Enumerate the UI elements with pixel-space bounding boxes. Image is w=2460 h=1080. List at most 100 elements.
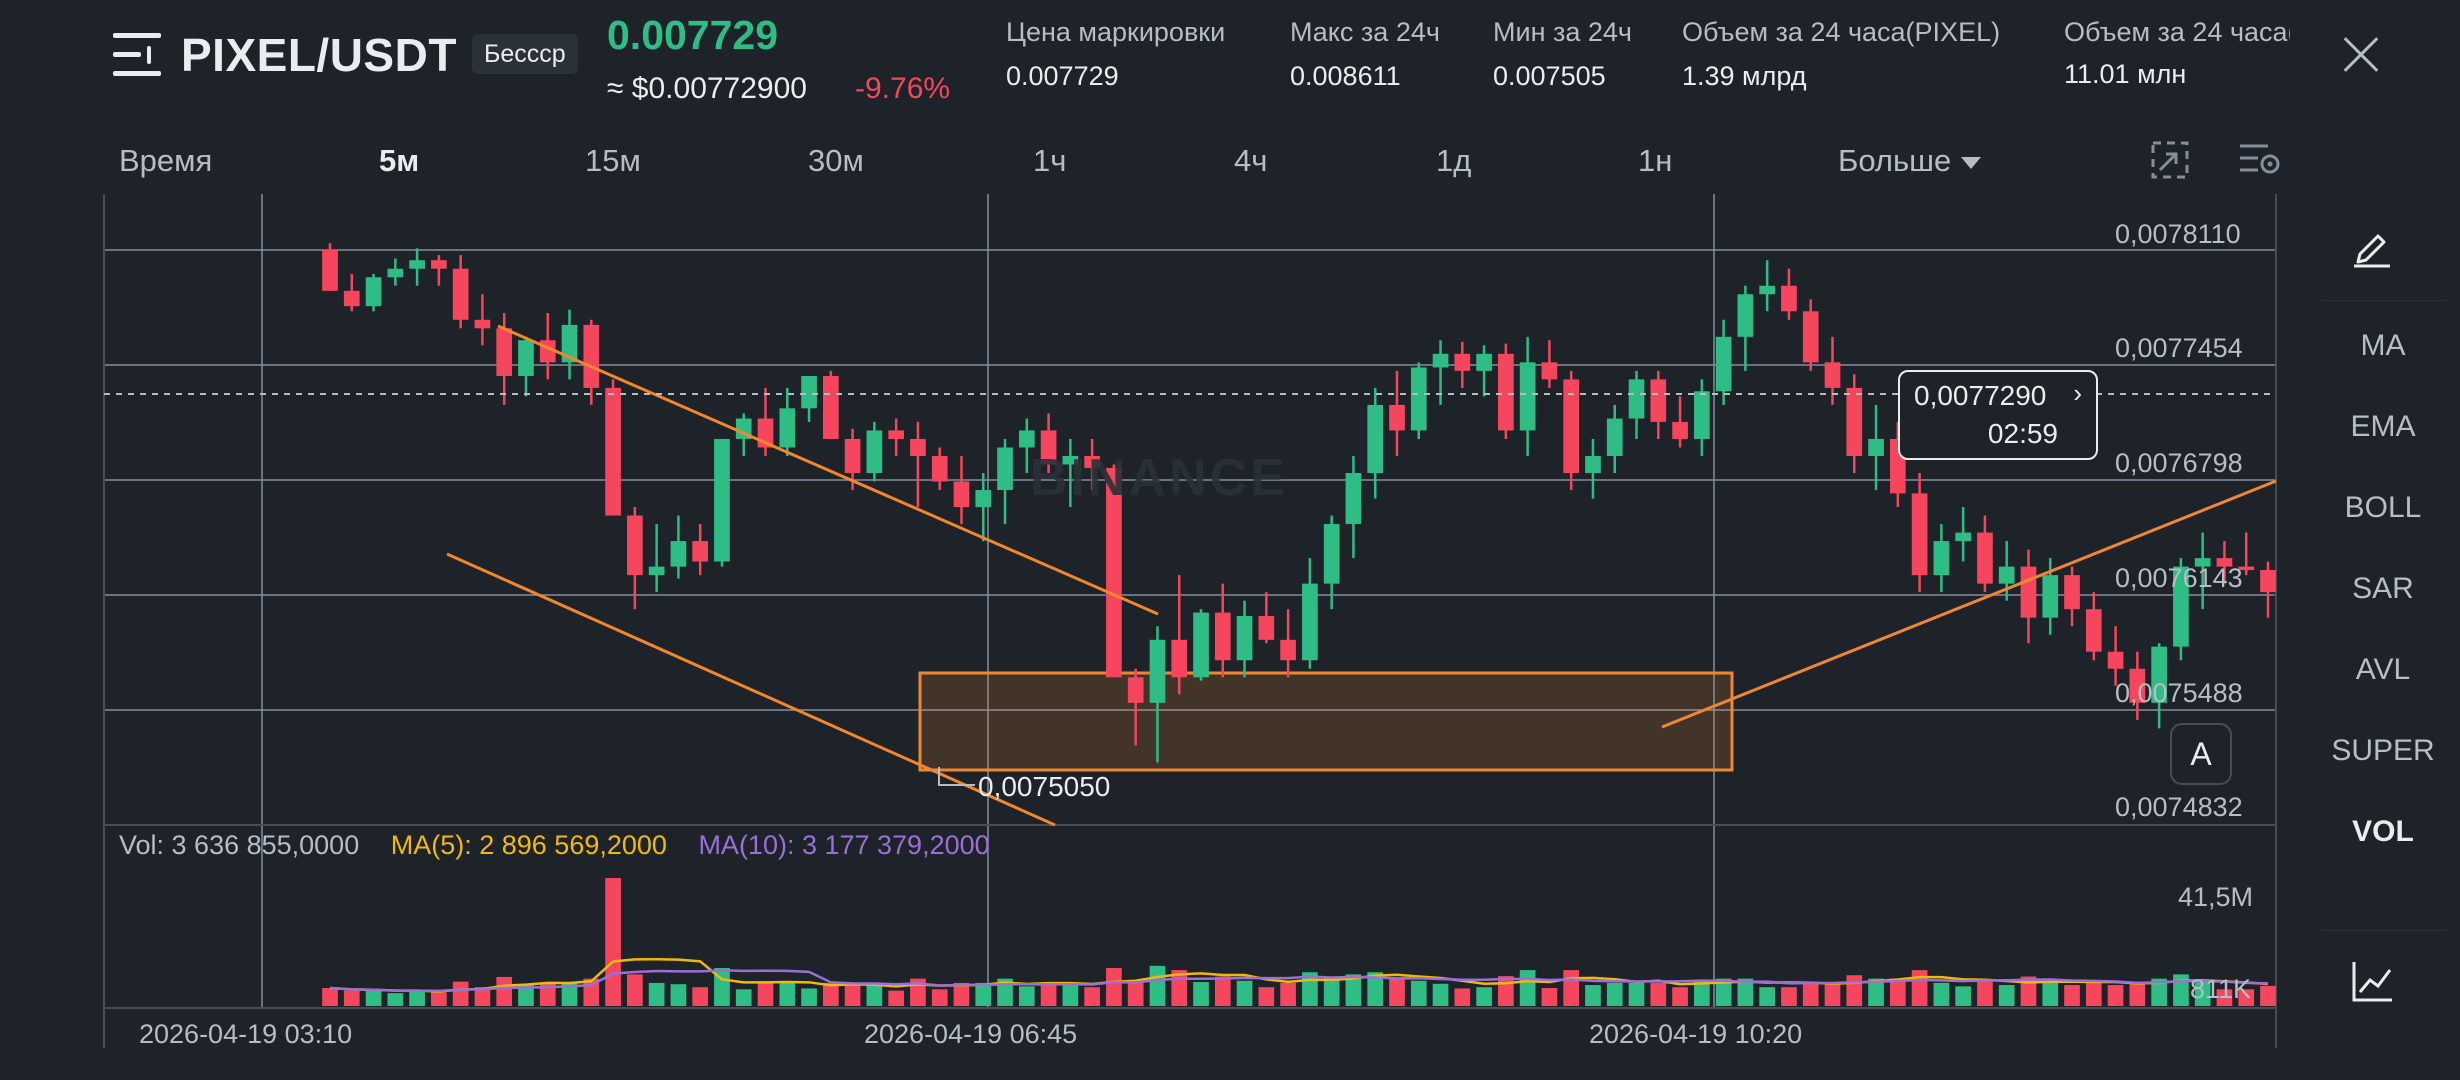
volume-bar <box>1802 982 1819 1006</box>
menu-icon[interactable] <box>113 33 161 77</box>
candle-body <box>1084 455 1100 468</box>
fullscreen-icon[interactable] <box>2150 140 2192 180</box>
candle-countdown: 02:59 <box>1987 418 2058 449</box>
candle-body <box>1106 467 1122 678</box>
candle-body <box>844 438 861 473</box>
candle-body <box>1933 541 1950 576</box>
candle-body <box>605 387 621 516</box>
trading-pair[interactable]: PIXEL/USDT <box>181 29 457 81</box>
chevron-right-icon: › <box>2073 378 2082 408</box>
volume-bar <box>670 984 687 1006</box>
stat-label-mark: Цена маркировки <box>1006 17 1226 47</box>
candle-body <box>322 250 338 291</box>
timeframe-30m[interactable]: 30м <box>808 143 864 178</box>
volume-bar <box>1519 970 1536 1006</box>
volume-bar <box>496 976 513 1006</box>
volume-bar <box>2173 974 2189 1006</box>
line-chart-icon[interactable] <box>2350 960 2394 1004</box>
volume-bar <box>474 987 491 1006</box>
volume-bar <box>2042 980 2059 1006</box>
volume-bar <box>1127 980 1144 1006</box>
candle-body <box>1345 472 1362 525</box>
indicator-ma[interactable]: MA <box>2360 329 2406 362</box>
volume-y-tick: 811K <box>2190 974 2252 1004</box>
candle-body <box>1998 566 2015 584</box>
candle-body <box>1498 353 1514 431</box>
volume-bar <box>1889 978 1906 1006</box>
timeframe-more[interactable]: Больше <box>1838 143 1982 179</box>
chart-settings-icon[interactable] <box>2238 140 2282 180</box>
candle-body <box>1911 493 1928 576</box>
volume-bar <box>692 987 709 1006</box>
timeframe-1d[interactable]: 1д <box>1436 143 1472 178</box>
auto-scale-button[interactable]: A <box>2170 723 2232 785</box>
candle-body <box>1302 583 1318 661</box>
candle-body <box>496 328 513 376</box>
volume-bar <box>1280 982 1296 1006</box>
candle-body <box>1171 639 1188 678</box>
draw-pen-icon[interactable] <box>2352 226 2392 268</box>
candle-body <box>997 447 1013 491</box>
current-price-tag[interactable]: 0,0077290 › 02:59 <box>1898 370 2098 460</box>
volume-bar <box>2260 985 2276 1006</box>
volume-bar <box>1018 986 1035 1006</box>
timeframe-15m[interactable]: 15м <box>585 143 641 178</box>
candle-body <box>2064 575 2080 610</box>
volume-bar <box>1781 987 1797 1006</box>
candle-body <box>801 375 817 409</box>
volume-bar <box>1737 978 1754 1006</box>
stat-vol-quote-clip: Объем за 24 часа(USDT) 11.01 млн <box>2064 17 2290 97</box>
candle-body <box>1018 430 1035 448</box>
volume-bar <box>1476 987 1492 1006</box>
candle-body <box>822 375 839 439</box>
volume-ma10: MA(10): 3 177 379,2000 <box>698 830 990 860</box>
volume-bar <box>2216 989 2233 1006</box>
volume-bar <box>1824 982 1841 1006</box>
low-price-marker <box>938 767 975 786</box>
trendline-rising <box>1661 479 2277 729</box>
last-price: 0.007729 <box>607 12 779 58</box>
volume-bar <box>409 990 425 1006</box>
candle-body <box>1715 336 1732 392</box>
candle-body <box>2216 558 2233 567</box>
candle-body <box>1802 311 1819 363</box>
candle-body <box>670 541 687 567</box>
volume-bar <box>975 982 992 1006</box>
volume-bar <box>431 992 447 1006</box>
candle-body <box>866 430 883 473</box>
volume-bar <box>801 988 817 1006</box>
candle-body <box>953 481 970 508</box>
timeframe-1h[interactable]: 1ч <box>1033 143 1067 178</box>
candle-body <box>343 290 360 307</box>
timeframe-5m[interactable]: 5м <box>379 143 420 178</box>
indicator-super[interactable]: SUPER <box>2331 734 2435 767</box>
indicator-boll[interactable]: BOLL <box>2344 491 2422 524</box>
volume-bar <box>561 982 578 1006</box>
binance-watermark: BINANCE <box>1030 449 1288 507</box>
volume-bar <box>1106 967 1122 1006</box>
candle-body <box>2238 566 2255 571</box>
volume-bar <box>1323 976 1340 1006</box>
candle-body <box>627 515 643 576</box>
indicator-avl[interactable]: AVL <box>2355 653 2411 686</box>
candle-body <box>1868 438 1884 456</box>
timeframe-1w[interactable]: 1н <box>1638 143 1673 178</box>
candle-body <box>692 541 709 562</box>
volume-bar <box>1977 980 1993 1006</box>
volume-bar <box>343 990 360 1006</box>
timeframe-4h[interactable]: 4ч <box>1234 143 1268 178</box>
stat-label-low: Мин за 24ч <box>1493 17 1632 47</box>
volume-bar <box>1040 985 1057 1006</box>
candle-body <box>1432 353 1449 368</box>
volume-bar <box>1650 982 1667 1006</box>
indicator-sar[interactable]: SAR <box>2352 572 2414 605</box>
indicator-vol[interactable]: VOL <box>2352 815 2414 848</box>
toolbar-divider <box>2322 300 2446 301</box>
volume-bar <box>2085 982 2102 1006</box>
candle-body <box>1280 639 1296 661</box>
price-change: -9.76% <box>855 72 951 105</box>
indicator-ema[interactable]: EMA <box>2350 410 2416 443</box>
volume-bar <box>1846 975 1863 1006</box>
volume-bar <box>1955 986 1971 1006</box>
